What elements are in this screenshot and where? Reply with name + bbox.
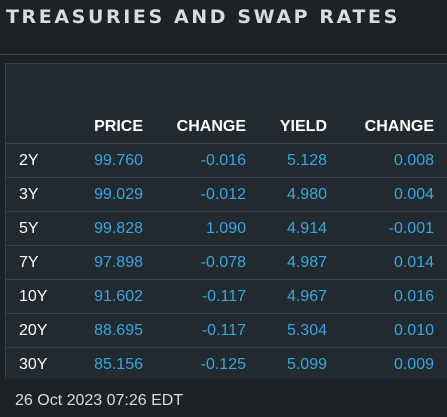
column-header-price-change: CHANGE [176, 118, 246, 135]
table-row: 2Y 99.760 -0.016 5.128 0.008 [6, 144, 447, 178]
yield-cell: 5.099 [286, 356, 327, 373]
table-row: 30Y 85.156 -0.125 5.099 0.009 [6, 348, 447, 382]
yield-cell: 4.980 [286, 186, 327, 203]
widget-title: TREASURIES AND SWAP RATES [6, 6, 400, 28]
term-cell: 30Y [19, 356, 48, 373]
price-change-cell: -0.117 [201, 322, 246, 339]
yield-cell: 5.128 [286, 152, 327, 169]
yield-cell: 4.967 [286, 288, 327, 305]
title-divider [0, 54, 447, 55]
price-change-cell: -0.125 [200, 356, 246, 373]
column-header-yield: YIELD [279, 118, 327, 135]
term-cell: 7Y [19, 254, 39, 271]
yield-change-cell: 0.009 [393, 356, 434, 373]
price-change-cell: -0.016 [200, 152, 246, 169]
price-cell: 91.602 [94, 288, 143, 305]
column-header-yield-change: CHANGE [364, 118, 434, 135]
price-change-cell: -0.078 [200, 254, 246, 271]
table-row: 3Y 99.029 -0.012 4.980 0.004 [6, 178, 447, 212]
yield-change-cell: -0.001 [388, 220, 434, 237]
price-cell: 85.156 [94, 356, 143, 373]
term-cell: 3Y [19, 186, 39, 203]
price-cell: 99.828 [94, 220, 143, 237]
yield-cell: 4.914 [286, 220, 327, 237]
yield-change-cell: 0.010 [393, 322, 434, 339]
table-row: 7Y 97.898 -0.078 4.987 0.014 [6, 246, 447, 280]
yield-change-cell: 0.004 [393, 186, 434, 203]
table-row: 5Y 99.828 1.090 4.914 -0.001 [6, 212, 447, 246]
yield-change-cell: 0.008 [393, 152, 434, 169]
price-change-cell: -0.012 [200, 186, 246, 203]
yield-cell: 4.987 [286, 254, 327, 271]
price-cell: 99.760 [94, 152, 143, 169]
column-header-price: PRICE [94, 118, 143, 135]
yield-change-cell: 0.014 [393, 254, 434, 271]
rates-table: PRICE CHANGE YIELD CHANGE 2Y 99.760 -0.0… [5, 63, 447, 379]
price-cell: 99.029 [94, 186, 143, 203]
term-cell: 2Y [19, 152, 39, 169]
table-row: 10Y 91.602 -0.117 4.967 0.016 [6, 280, 447, 314]
term-cell: 10Y [19, 288, 48, 305]
last-updated-timestamp: 26 Oct 2023 07:26 EDT [15, 392, 184, 409]
term-cell: 20Y [19, 322, 48, 339]
table-row: 20Y 88.695 -0.117 5.304 0.010 [6, 314, 447, 348]
term-cell: 5Y [19, 220, 39, 237]
table-header: PRICE CHANGE YIELD CHANGE [6, 64, 447, 144]
price-cell: 97.898 [94, 254, 143, 271]
yield-change-cell: 0.016 [393, 288, 434, 305]
price-cell: 88.695 [94, 322, 143, 339]
yield-cell: 5.304 [286, 322, 327, 339]
price-change-cell: 1.090 [205, 220, 246, 237]
price-change-cell: -0.117 [201, 288, 246, 305]
